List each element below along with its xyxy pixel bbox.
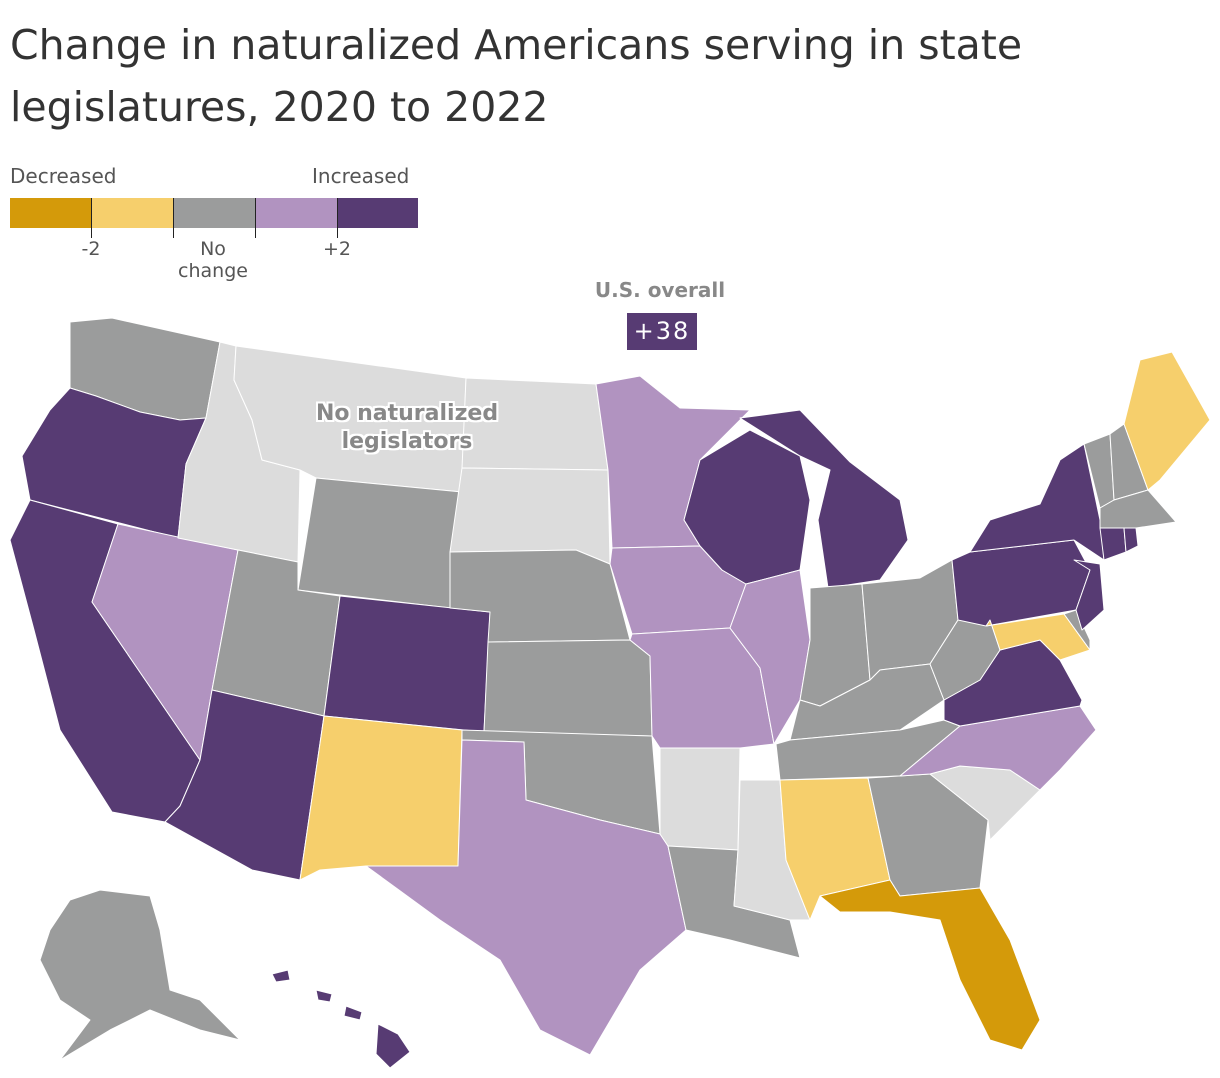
legend-bin-increase [256,198,338,228]
state-NJ [1073,559,1105,631]
legend-bin-strong-increase [338,198,418,228]
state-DE [1063,609,1091,651]
legend-decreased-label: Decreased [10,164,117,188]
legend-tick [255,198,256,238]
state-HI-3 [343,1005,363,1021]
us-overall-value: +38 [627,313,697,350]
state-FL [819,879,1041,1051]
legend-bin-no-change [174,198,256,228]
state-KS [483,639,653,737]
state-HI-1 [271,969,291,983]
state-AR [659,747,741,851]
state-CO [323,595,491,733]
state-TX [365,739,687,1056]
state-HI-2 [315,989,333,1003]
legend-tick [337,198,338,238]
legend-tick [173,198,174,238]
legend-increased-label: Increased [312,164,410,188]
legend-tick-label-no-change: No change [178,238,248,282]
chart-title: Change in naturalized Americans serving … [10,21,1023,131]
state-RI [1123,527,1139,553]
legend-tick-label-plus2: +2 [322,238,351,260]
us-overall-label: U.S. overall [594,278,726,302]
state-HI [375,1023,411,1069]
state-AK [39,889,241,1061]
legend-bin-decrease [92,198,174,228]
state-NY [969,443,1105,561]
no-naturalized-annotation: No naturalized legislators [315,401,499,454]
legend-tick-label-minus2: -2 [81,238,101,260]
state-IL [729,569,811,745]
legend-tick [91,198,92,238]
state-CT [1099,527,1127,561]
state-SD [449,467,611,565]
legend: Decreased Increased -2 No change +2 [10,162,430,282]
legend-bin-strong-decrease [10,198,92,228]
state-NM [299,715,463,881]
state-WY [297,477,463,609]
state-MI [739,409,909,589]
us-map [9,317,1211,1069]
